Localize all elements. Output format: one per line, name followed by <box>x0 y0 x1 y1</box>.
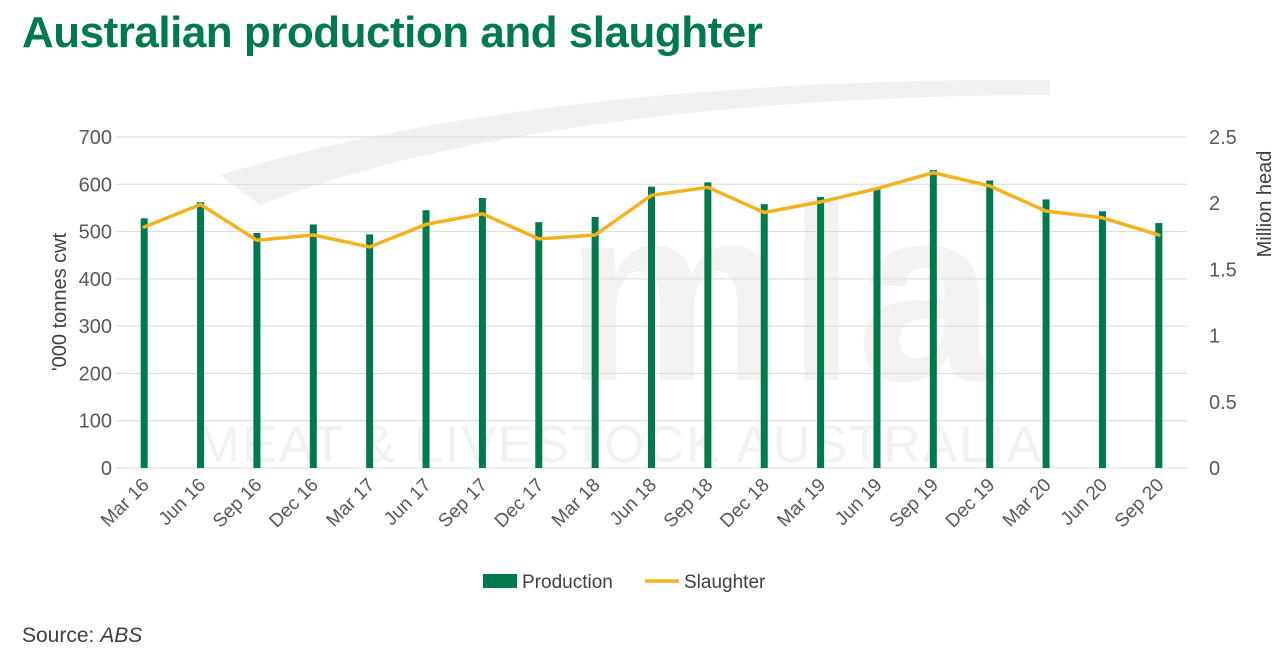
x-tick-label: Jun 18 <box>606 475 661 530</box>
production-bar-mar-18 <box>591 216 599 468</box>
x-tick-label: Mar 20 <box>999 475 1056 532</box>
x-tick-label: Jun 17 <box>380 475 435 530</box>
x-tick-label: Sep 20 <box>1111 475 1168 532</box>
y2-tick-label: 1.5 <box>1209 259 1237 281</box>
x-tick-label: Dec 18 <box>716 475 773 532</box>
page-title: Australian production and slaughter <box>22 8 763 57</box>
production-bar-dec-18 <box>760 204 768 468</box>
y-axis-label: '000 tonnes cwt <box>49 232 71 371</box>
y2-tick-label: 0 <box>1209 458 1220 480</box>
x-tick-label: Dec 19 <box>942 475 999 532</box>
y2-tick-label: 2.5 <box>1209 127 1237 149</box>
production-bar-jun-20 <box>1098 211 1106 468</box>
y-tick-label: 600 <box>79 174 112 196</box>
production-bar-mar-19 <box>817 197 825 468</box>
legend: Production Slaughter <box>483 572 766 593</box>
production-bar-sep-20 <box>1155 223 1163 468</box>
y2-tick-label: 1 <box>1209 326 1220 348</box>
production-bar-jun-16 <box>197 202 205 469</box>
production-bar-jun-17 <box>422 210 430 469</box>
y-tick-label: 200 <box>79 363 112 385</box>
y-tick-label: 400 <box>79 269 112 291</box>
slaughter-line <box>142 170 1161 249</box>
y2-tick-label: 0.5 <box>1209 392 1237 414</box>
x-tick-label: Dec 16 <box>265 475 322 532</box>
y2-tick-label: 2 <box>1209 193 1220 215</box>
production-bar-sep-18 <box>704 182 712 468</box>
x-tick-label: Dec 17 <box>491 475 548 532</box>
y-tick-label: 0 <box>101 458 112 480</box>
production-bar-dec-19 <box>986 180 994 468</box>
y2-axis-ticks: 0 0.5 1 1.5 2 2.5 <box>1209 127 1237 480</box>
legend-swatch-production <box>483 574 517 588</box>
production-bars <box>140 170 1163 469</box>
legend-label-slaughter: Slaughter <box>684 572 766 593</box>
watermark-text: MEAT & LIVESTOCK AUSTRALIA <box>197 416 1044 474</box>
x-tick-label: Sep 17 <box>434 475 491 532</box>
y-tick-label: 700 <box>79 127 112 149</box>
x-tick-label: Jun 19 <box>831 475 886 530</box>
y-tick-label: 100 <box>79 411 112 433</box>
source-value: ABS <box>100 624 143 647</box>
source-label: Source: <box>22 624 95 647</box>
production-bar-mar-16 <box>140 218 148 468</box>
x-tick-label: Mar 16 <box>97 475 154 532</box>
production-bar-dec-16 <box>309 224 317 468</box>
watermark-logo: mla <box>565 154 998 433</box>
production-bar-jun-18 <box>648 186 655 468</box>
y-tick-label: 500 <box>79 222 112 244</box>
y-axis-ticks: 0 100 200 300 400 500 600 700 <box>79 127 112 480</box>
production-bar-jun-19 <box>873 188 881 468</box>
production-bar-sep-16 <box>253 232 261 468</box>
production-bar-mar-17 <box>366 234 374 468</box>
x-tick-label: Mar 17 <box>323 475 380 532</box>
y2-axis-label: Million head <box>1254 151 1276 258</box>
x-tick-label: Mar 18 <box>548 475 605 532</box>
legend-label-production: Production <box>522 572 613 593</box>
x-tick-label: Sep 19 <box>885 475 942 532</box>
x-tick-label: Jun 20 <box>1057 475 1112 530</box>
x-tick-label: Sep 18 <box>660 475 717 532</box>
x-tick-label: Sep 16 <box>209 475 266 532</box>
source-note: Source: ABS <box>22 624 142 648</box>
production-bar-mar-20 <box>1042 199 1050 468</box>
production-bar-sep-19 <box>929 170 937 468</box>
y-tick-label: 300 <box>79 316 112 338</box>
production-bar-dec-17 <box>535 222 543 468</box>
production-bar-sep-17 <box>478 197 486 468</box>
x-tick-label: Jun 16 <box>155 475 210 530</box>
x-tick-label: Mar 19 <box>773 475 830 532</box>
